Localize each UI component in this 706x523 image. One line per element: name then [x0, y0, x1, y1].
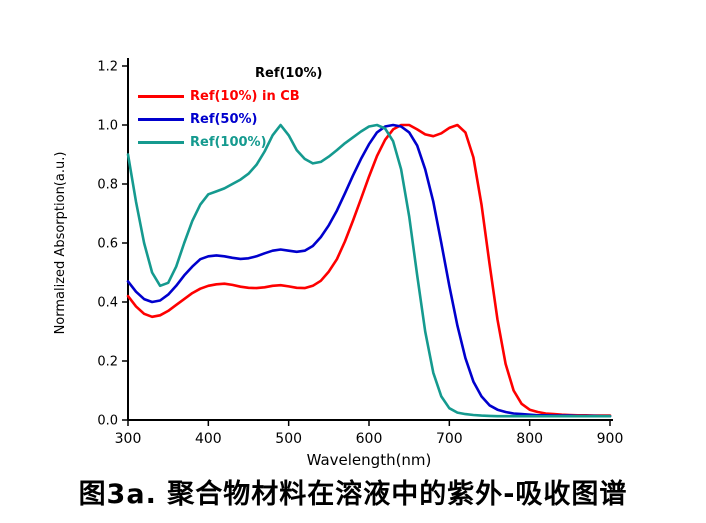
y-axis-label: Normalized Absorption(a.u.): [53, 152, 68, 335]
x-tick-label: 400: [195, 431, 222, 447]
x-tick-label: 800: [516, 431, 543, 447]
y-tick-label: 0.0: [97, 414, 118, 429]
figure-caption: 图3a. 聚合物材料在溶液中的紫外-吸收图谱: [78, 479, 628, 510]
uv-absorption-chart: 300 400 500 600 700 800 900 0.0 0.2 0.4 0.6 0.8 1.0 1…: [53, 58, 624, 469]
legend-label: Ref(10%) in CB: [190, 89, 300, 104]
x-tick-label: 600: [356, 431, 383, 447]
series-line-ref-10-in-cb: [126, 123, 612, 417]
legend-label: Ref(100%): [190, 135, 267, 150]
legend-label: Ref(10%): [255, 66, 323, 81]
legend-swatch: [138, 118, 184, 121]
chart-legend: Ref(10%) Ref(10%) in CB Ref(50%) Ref(100%): [138, 62, 322, 154]
series-line-ref-100-: [126, 123, 612, 418]
legend-entry: Ref(10%) in CB: [138, 85, 322, 108]
legend-swatch: [138, 95, 184, 98]
legend-label: Ref(50%): [190, 112, 258, 127]
x-tick-label: 500: [275, 431, 302, 447]
y-tick-label: 1.0: [97, 119, 118, 134]
x-axis-label: Wavelength(nm): [307, 451, 432, 469]
legend-swatch: [138, 141, 184, 144]
x-tick-label: 900: [597, 431, 624, 447]
y-tick-label: 0.8: [97, 178, 118, 193]
y-tick-label: 1.2: [97, 60, 118, 75]
y-tick-label: 0.4: [97, 296, 118, 311]
x-tick-label: 700: [436, 431, 463, 447]
legend-entry: Ref(100%): [138, 131, 322, 154]
x-tick-label: 300: [115, 431, 142, 447]
legend-entry: Ref(10%): [138, 62, 322, 85]
series-line-ref-50-: [126, 123, 612, 418]
legend-entry: Ref(50%): [138, 108, 322, 131]
y-tick-label: 0.2: [97, 355, 118, 370]
y-tick-label: 0.6: [97, 237, 118, 252]
